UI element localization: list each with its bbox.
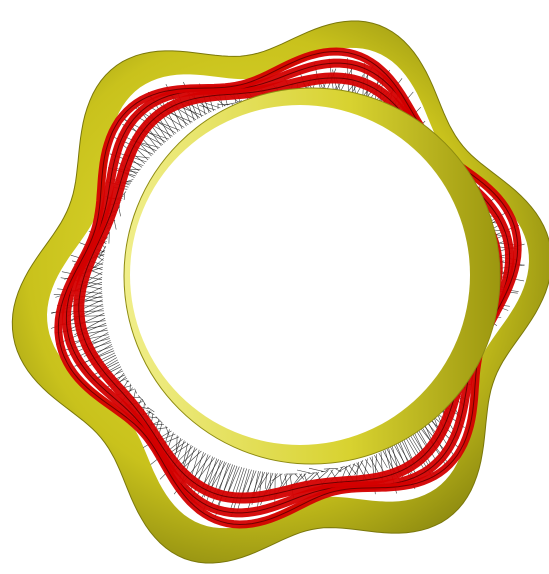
hatch-line — [182, 442, 188, 465]
hatch-line — [155, 416, 163, 423]
hatch-line — [227, 466, 240, 494]
hatch-line — [215, 465, 236, 511]
hatch-line — [115, 370, 124, 375]
hatch-line — [103, 357, 117, 366]
hatch-line — [296, 469, 311, 474]
hatch-line — [335, 468, 342, 473]
hatch-line — [264, 472, 268, 489]
hatch-line — [167, 111, 193, 123]
hatch-line — [323, 468, 339, 470]
hatch-line — [279, 473, 282, 484]
hatch-line — [246, 471, 261, 512]
hatch-line — [231, 468, 247, 517]
hatch-line — [122, 191, 127, 196]
torus-model — [11, 20, 549, 564]
hatch-line — [113, 218, 117, 230]
hatch-line — [236, 469, 250, 513]
hatch-line — [148, 105, 185, 128]
hatch-line — [191, 449, 200, 478]
hatch-line — [233, 100, 242, 104]
hatch-line — [352, 463, 358, 467]
hatch-line — [147, 406, 155, 413]
hatch-line — [256, 471, 263, 510]
hatch-line — [404, 436, 427, 474]
hatch-line — [348, 465, 357, 475]
hatch-line — [325, 468, 331, 472]
red-band-edge — [57, 50, 519, 526]
hatch-line — [123, 193, 126, 201]
hatch-line — [294, 473, 299, 478]
hatch-line — [209, 463, 231, 510]
hatch-line — [308, 467, 324, 472]
hatch-line — [378, 452, 388, 469]
hatch-line — [246, 470, 257, 495]
hatch-line — [209, 462, 227, 491]
hatch-line — [364, 459, 372, 468]
hatch-line — [66, 299, 103, 317]
hatch-line — [204, 102, 221, 109]
center-hole — [130, 105, 470, 445]
hatch-line — [199, 105, 216, 111]
hatch-line — [118, 206, 121, 217]
hatch-line — [165, 425, 170, 436]
hatch-line — [99, 245, 107, 259]
hatch-line — [271, 473, 283, 482]
hatch-line — [247, 470, 255, 493]
hatch-line — [126, 180, 133, 183]
hatch-line — [223, 102, 234, 106]
hatch-line — [390, 446, 402, 467]
red-band-edge — [78, 77, 498, 499]
hatch-line — [198, 460, 223, 504]
hatch-line — [137, 395, 144, 402]
hatch-line — [176, 435, 178, 452]
hatch-line — [299, 473, 305, 480]
hatch-line — [338, 464, 351, 472]
hatch-line — [181, 107, 204, 117]
hatch-line — [134, 388, 137, 394]
hatch-line — [340, 466, 345, 468]
